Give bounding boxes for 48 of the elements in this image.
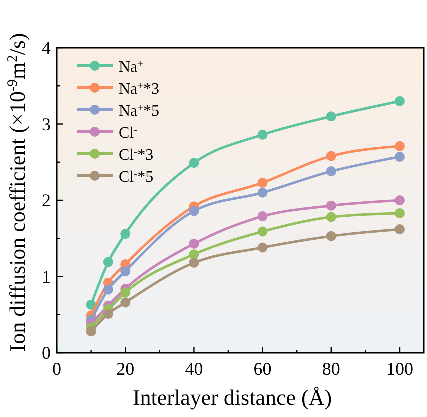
- point: [120, 288, 131, 298]
- point: [189, 238, 200, 249]
- x-tick-label: 80: [322, 359, 340, 379]
- legend-label: Cl$^{-}$*5: [119, 168, 154, 186]
- point: [394, 224, 405, 234]
- point: [120, 266, 131, 276]
- x-tick-label: 40: [185, 359, 204, 379]
- legend-label: Na$^{+}$*3: [119, 80, 160, 98]
- point: [258, 188, 268, 198]
- x-axis-title: Interlayer distance (Å): [132, 385, 332, 410]
- point: [103, 309, 114, 320]
- y-tick-label: 2: [42, 190, 51, 210]
- point: [189, 258, 200, 268]
- point: [394, 208, 405, 218]
- legend-label: Na$^{+}$*5: [119, 102, 160, 120]
- point: [258, 226, 268, 237]
- point: [326, 166, 336, 177]
- y-tick-label: 1: [42, 266, 51, 287]
- point: [326, 112, 336, 122]
- x-tick-label: 20: [116, 359, 135, 379]
- point: [103, 284, 114, 295]
- point: [86, 326, 96, 337]
- point: [326, 200, 336, 211]
- point: [394, 96, 405, 106]
- point: [189, 158, 200, 168]
- x-tick-label: 100: [386, 359, 414, 379]
- point: [326, 212, 336, 222]
- point: [103, 257, 114, 268]
- point: [120, 229, 131, 240]
- legend-label: Cl$^{-}$: [119, 124, 138, 142]
- y-tick-label: 4: [42, 38, 51, 58]
- point: [258, 178, 268, 188]
- point: [258, 212, 268, 222]
- point: [120, 298, 131, 308]
- point: [189, 206, 200, 216]
- point: [258, 242, 268, 253]
- x-tick-label: 60: [254, 359, 272, 379]
- legend-label: Na$^{+}$: [119, 58, 144, 76]
- y-tick-label: 3: [42, 114, 51, 134]
- point: [394, 196, 405, 206]
- point: [189, 250, 200, 260]
- point: [394, 141, 405, 152]
- point: [394, 152, 405, 162]
- point: [326, 231, 336, 242]
- point: [258, 130, 268, 140]
- point: [326, 151, 336, 162]
- legend-label: Cl$^{-}$*3: [119, 146, 154, 164]
- y-tick-label: 0: [42, 343, 51, 363]
